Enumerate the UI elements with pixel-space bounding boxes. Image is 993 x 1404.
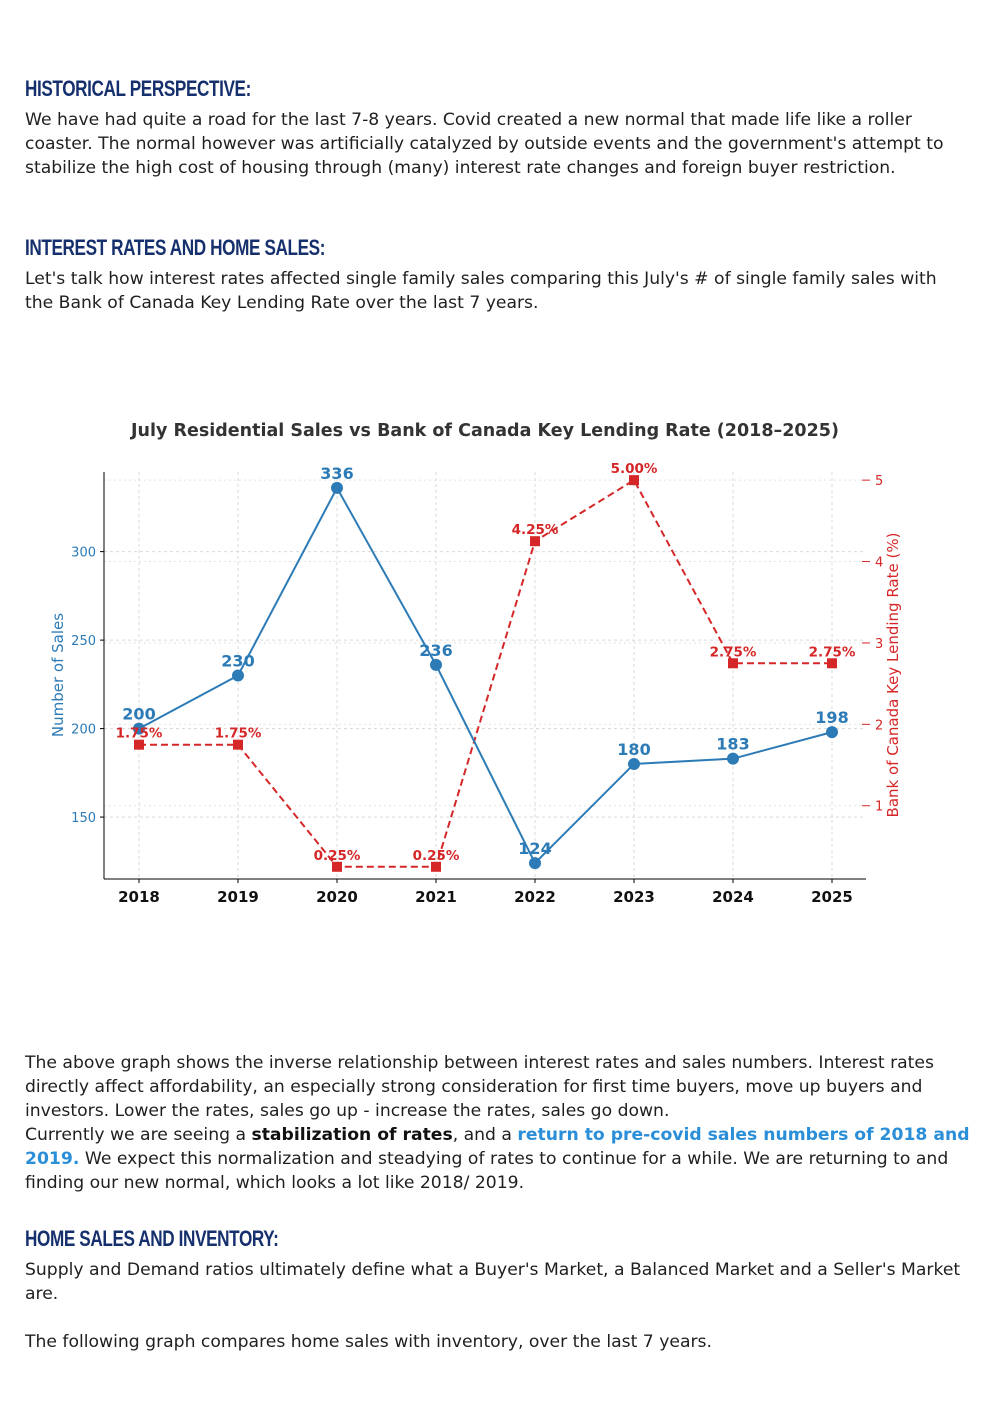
y-axis-label: Number of Sales <box>49 613 67 737</box>
sales-data-label: 236 <box>419 641 452 660</box>
x-tick-label: 2020 <box>316 888 358 906</box>
rates-body: Let's talk how interest rates affected s… <box>25 269 937 313</box>
rate-data-label: 2.75% <box>809 644 856 660</box>
inventory-body-2: The following graph compares home sales … <box>25 1332 712 1352</box>
sales-point <box>232 669 244 682</box>
sales-point <box>628 757 640 770</box>
sales-point <box>133 722 145 735</box>
sales-point <box>727 752 739 765</box>
rate-point <box>332 861 342 872</box>
analysis-line1: The above graph shows the inverse relati… <box>25 1053 934 1121</box>
sales-point <box>529 857 541 870</box>
sales-point <box>826 726 838 739</box>
sales-vs-rate-chart: July Residential Sales vs Bank of Canada… <box>49 421 902 906</box>
precovid-highlight: return to pre-covid sales numbers of 201… <box>25 1125 970 1169</box>
rate-point <box>530 536 540 547</box>
chart-grid <box>104 472 866 879</box>
sales-point <box>430 658 442 671</box>
y2-tick-label: 3 <box>875 637 883 652</box>
y-tick-label: 150 <box>71 811 96 826</box>
rate-data-label: 1.75% <box>116 726 163 742</box>
y2-tick-label: 2 <box>875 718 883 733</box>
inventory-heading: Home Sales and Inventory: <box>25 1226 279 1251</box>
stabilization-emphasis: stabilization of rates <box>251 1125 453 1145</box>
rate-data-label: 5.00% <box>611 461 658 477</box>
x-tick-label: 2018 <box>118 888 160 906</box>
chart-data-labels: 1.75% 1.75% 0.25% 0.25% 4.25% 5.00% 2.75% 2.75%… <box>116 461 856 864</box>
historical-heading: Historical Perspective: <box>25 76 251 101</box>
rate-point <box>431 861 441 872</box>
chart-title: July Residential Sales vs Bank of Canada… <box>130 421 839 441</box>
analysis-line2-a: Currently we are seeing a <box>25 1125 252 1145</box>
y-tick-label: 200 <box>71 723 96 738</box>
rate-point <box>728 658 738 669</box>
analysis-line2-c: We expect this normalization and steadyi… <box>25 1149 949 1193</box>
rate-data-label: 4.25% <box>512 522 559 538</box>
x-tick-label: 2021 <box>415 888 457 906</box>
sales-data-label: 230 <box>221 652 254 671</box>
x-tick-label: 2019 <box>217 888 259 906</box>
rate-data-label: 1.75% <box>215 726 262 742</box>
y2-tick-label: 1 <box>875 800 883 815</box>
sales-line <box>138 485 833 865</box>
rate-line <box>139 478 832 868</box>
rate-point <box>134 739 144 750</box>
analysis-line2-b: , and a <box>452 1125 518 1145</box>
x-tick-label: 2022 <box>514 888 556 906</box>
y2-tick-label: 4 <box>875 556 883 571</box>
y2-tick-label: 5 <box>875 474 883 489</box>
chart-ticks: 2018 2019 2020 2021 2022 2023 2024 202515020025… <box>71 474 883 906</box>
sales-data-label: 183 <box>716 735 749 754</box>
sales-point <box>331 481 343 494</box>
x-tick-label: 2023 <box>613 888 655 906</box>
sales-data-label: 180 <box>617 740 650 759</box>
y2-axis-label: Bank of Canada Key Lending Rate (%) <box>884 533 902 818</box>
sales-data-label: 198 <box>815 708 848 727</box>
chart-axes <box>103 472 866 880</box>
rate-data-label: 0.25% <box>314 848 361 864</box>
historical-body: We have had quite a road for the last 7-… <box>25 110 944 178</box>
rate-point <box>629 475 639 486</box>
rates-heading: Interest Rates and Home Sales: <box>25 235 326 260</box>
sales-data-label: 200 <box>122 705 155 724</box>
sales-data-label: 336 <box>320 464 353 483</box>
y-tick-label: 250 <box>71 634 96 649</box>
sales-data-label: 124 <box>518 839 551 858</box>
rate-data-label: 0.25% <box>413 848 460 864</box>
inventory-body-1: Supply and Demand ratios ultimately defi… <box>25 1260 961 1304</box>
x-tick-label: 2024 <box>712 888 754 906</box>
rate-data-label: 2.75% <box>710 644 757 660</box>
rate-point <box>827 658 837 669</box>
analysis-body: The above graph shows the inverse relati… <box>25 1051 970 1195</box>
x-tick-label: 2025 <box>811 888 853 906</box>
y-tick-label: 300 <box>71 546 96 561</box>
chart-series <box>133 475 838 872</box>
rate-point <box>233 739 243 750</box>
